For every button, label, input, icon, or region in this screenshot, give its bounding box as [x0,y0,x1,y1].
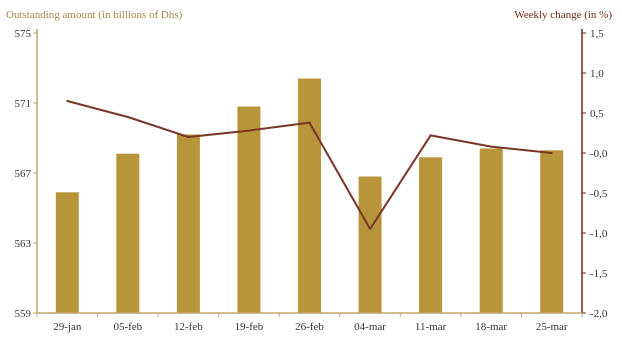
x-tick-label: 11-mar [415,321,447,333]
bar-29-jan [55,192,79,313]
line-point-04-mar [369,228,372,230]
left-tick-label: 563 [15,238,32,250]
axes: 559 563 567 571 575 -2,0 -1,5 -1,0 -0,5 -0,0 0,5 1,… [15,28,608,333]
right-tick-label: 0,5 [590,108,604,120]
right-tick-label: -2,0 [590,308,608,320]
line-point-19-feb [247,129,250,132]
x-tick-label: 04-mar [354,321,386,333]
line-point-05-feb [126,116,129,118]
x-tick-label: 19-feb [235,321,264,333]
right-tick-label: -1,5 [590,268,608,280]
x-tick-label: 18-mar [475,321,507,333]
x-tick-label: 12-feb [174,321,203,333]
x-tick-label: 05-feb [113,321,142,333]
x-tick-label: 25-mar [536,321,568,333]
left-tick-label: 571 [15,98,32,110]
right-axis-title: Weekly change (in %) [514,9,612,21]
line-point-12-feb [187,136,190,138]
bar-05-feb [116,153,140,313]
right-tick-label: -0,5 [590,188,608,200]
bar-04-mar [358,176,382,313]
line-series [66,100,553,230]
line-point-26-feb [308,121,311,124]
bar-18-mar [479,148,503,313]
bar-series [55,78,564,313]
bar-26-feb [298,78,321,313]
right-tick-label: -0,0 [590,148,608,160]
right-tick-label: 1,5 [590,28,604,40]
left-tick-label: 559 [15,308,32,320]
line-point-18-mar [490,145,493,148]
bar-25-mar [540,150,564,313]
left-tick-label: 575 [15,28,32,40]
x-tick-label: 29-jan [53,321,82,333]
bar-11-mar [419,157,443,313]
right-tick-label: -1,0 [590,228,608,240]
bar-12-feb [176,134,200,313]
line-point-11-mar [429,134,432,137]
left-tick-label: 567 [15,168,32,180]
line-point-25-mar [550,152,553,154]
left-axis-title: Outstanding amount (in billions of Dhs) [6,9,183,21]
right-tick-label: 1,0 [590,68,604,80]
line-point-29-jan [66,100,69,102]
x-tick-label: 26-feb [295,321,324,333]
bar-19-feb [237,106,261,313]
